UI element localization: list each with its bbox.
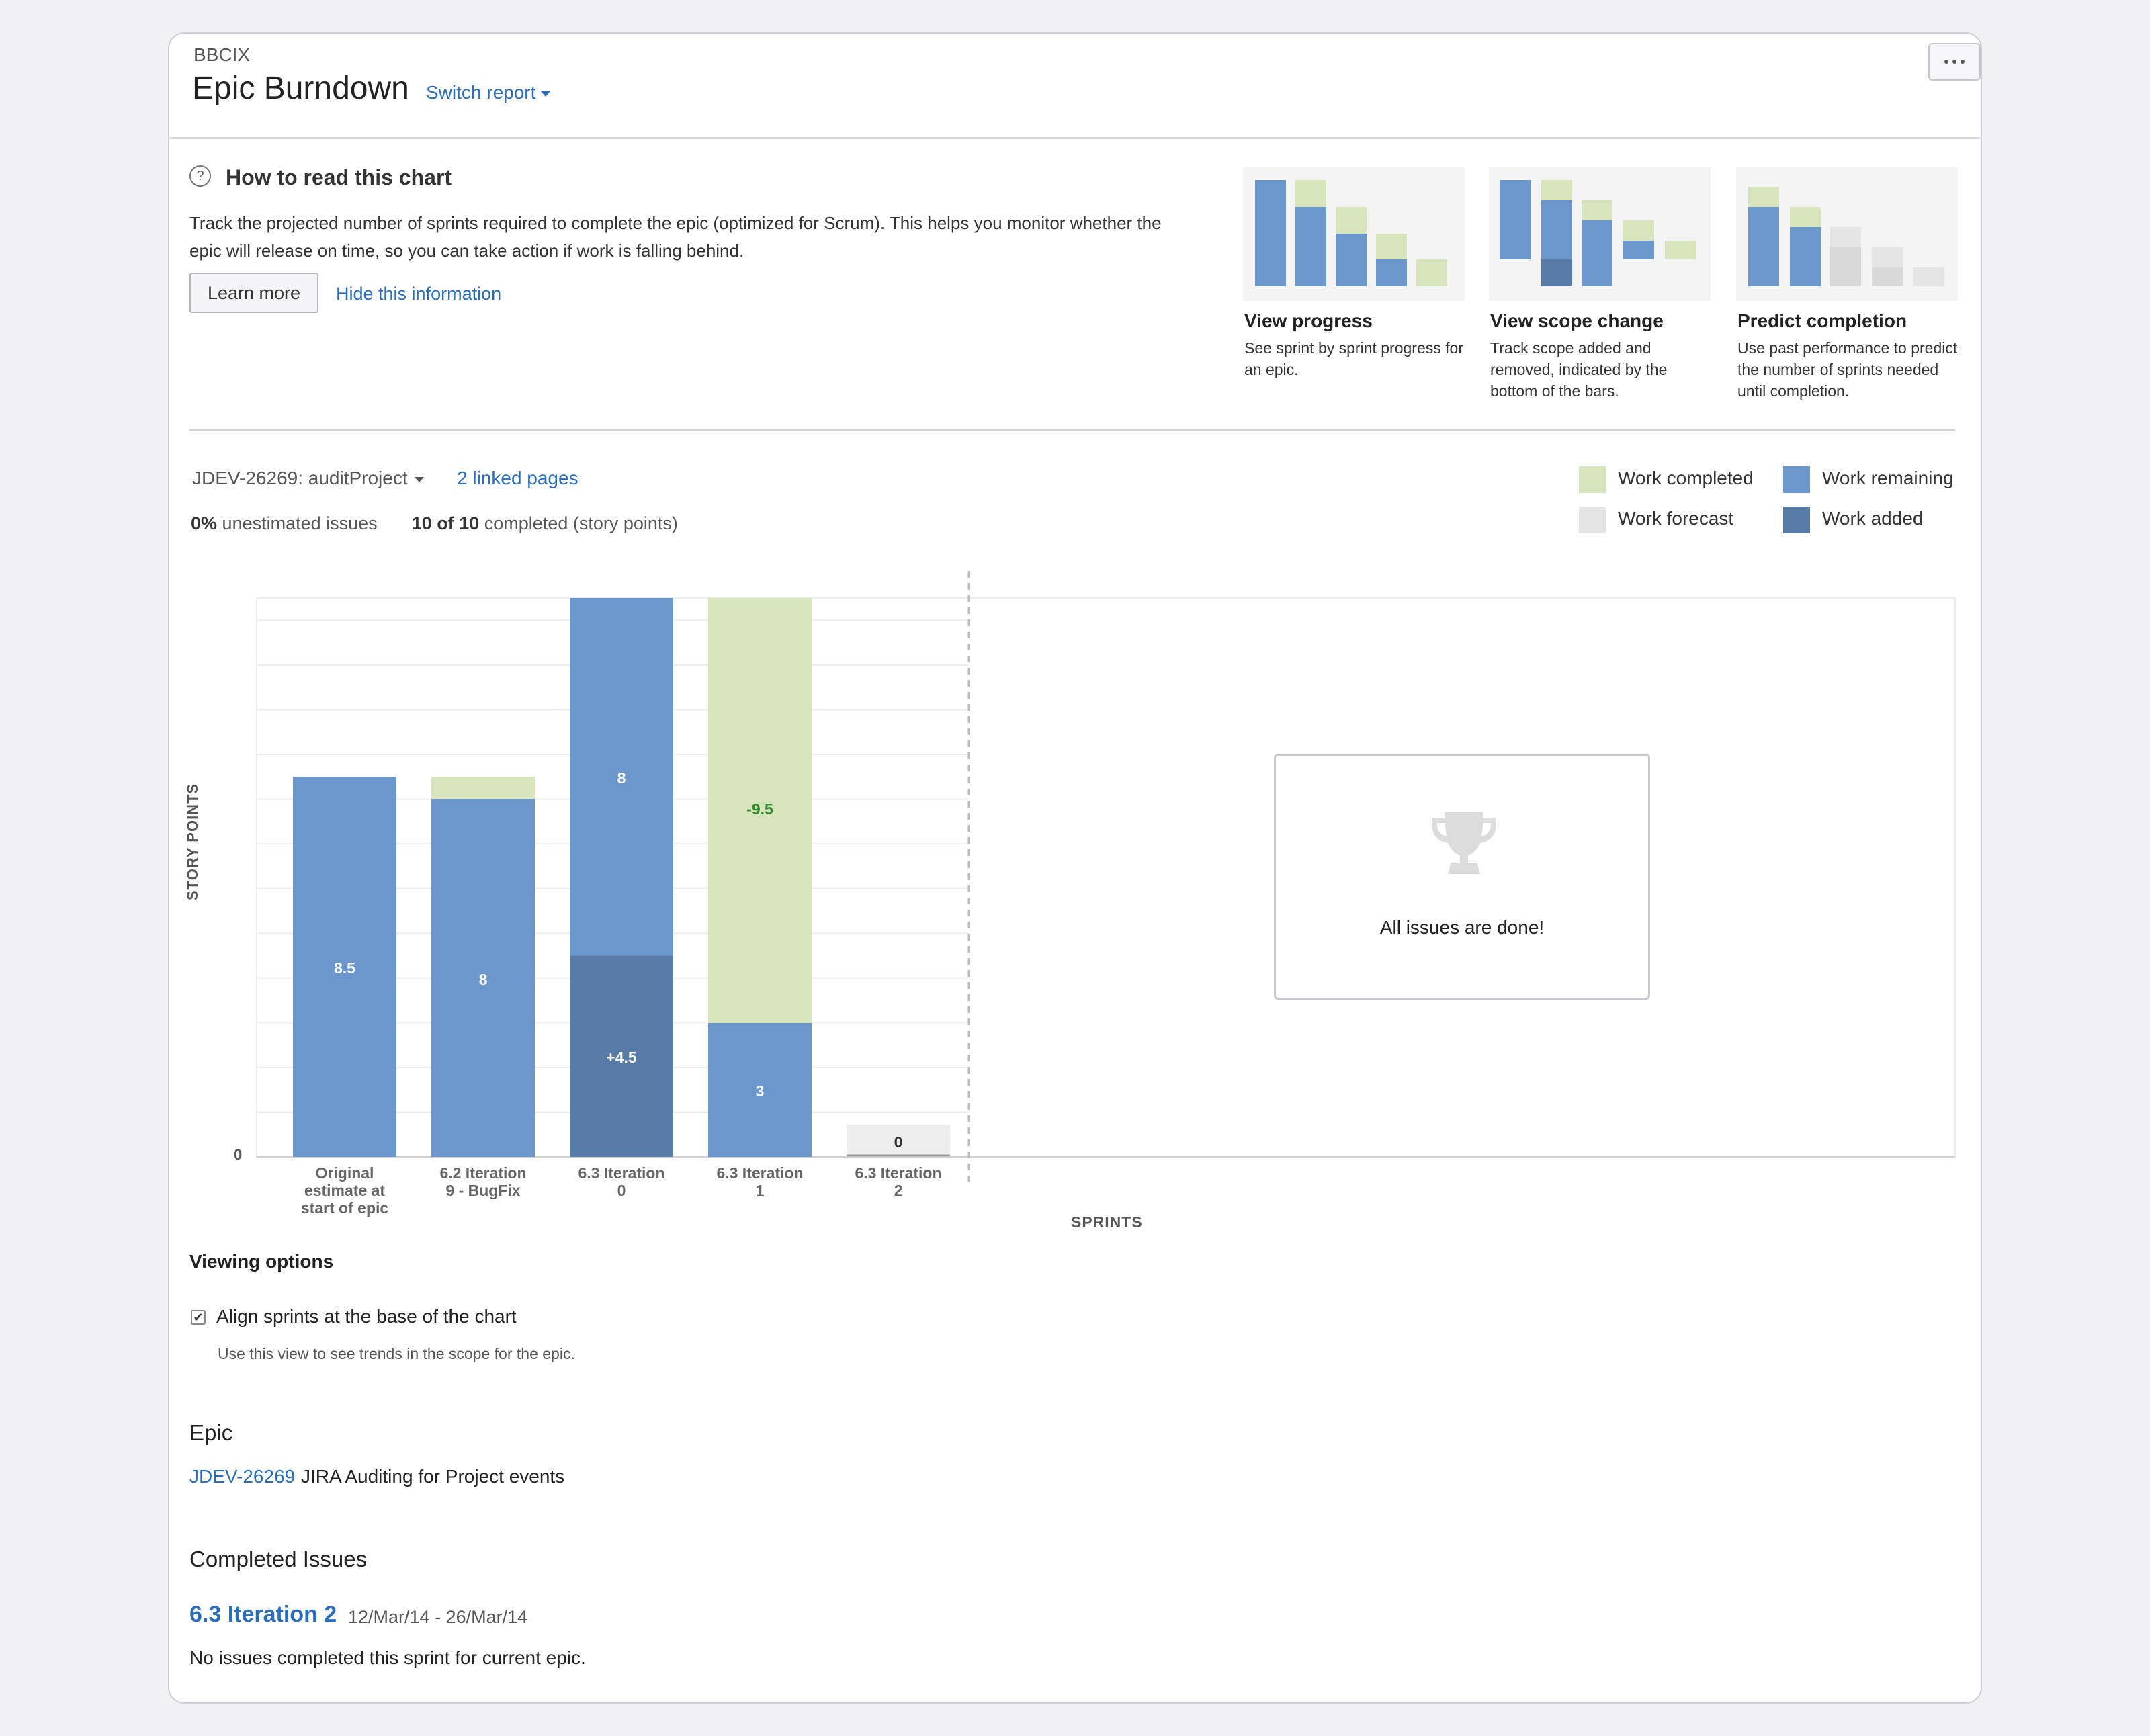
switch-report-dropdown[interactable]: Switch report [426,82,551,103]
bar-work-remaining [708,1023,812,1157]
epic-selector-value: JDEV-26269: auditProject [192,468,408,488]
help-description: Track the projected number of sprints re… [189,213,1162,261]
completed-value: 10 of 10 [411,513,480,533]
x-tick-label: 9 - BugFix [445,1182,520,1199]
report-card: BBCIX Epic Burndown Switch report ? How … [168,32,1982,1704]
legend-swatch-work-completed [1579,466,1606,493]
all-done-message: All issues are done! [1379,917,1545,938]
epic-heading: Epic [189,1420,233,1445]
bar-label: 8 [617,769,626,787]
predict-completion-description: Use past performance to predict the numb… [1737,339,1958,400]
x-tick-label: Original [316,1164,374,1182]
help-title: How to read this chart [226,165,452,189]
bar-label: 0 [894,1133,903,1151]
legend-swatch-work-remaining [1783,466,1810,493]
hide-information-link[interactable]: Hide this information [336,284,502,304]
x-axis-label: SPRINTS [1071,1213,1143,1231]
view-scope-change-thumbnail [1489,167,1711,301]
learn-more-button[interactable]: Learn more [189,273,318,313]
epic-stats: 0% unestimated issues 10 of 10 completed… [191,513,678,534]
view-scope-change-description: Track scope added and removed, indicated… [1490,339,1668,400]
predict-completion-thumbnail [1736,167,1958,301]
bar-work-completed [708,598,812,1023]
completed-label: completed (story points) [484,513,678,533]
ellipsis-icon [1944,60,1948,64]
sprint-dates: 12/Mar/14 - 26/Mar/14 [348,1607,528,1627]
bar-work-remaining [293,777,396,1157]
legend-label-work-completed: Work completed [1618,468,1754,488]
trophy-icon [1432,812,1496,874]
plot-area [256,597,1956,1158]
bar-work-completed [431,777,535,799]
x-tick-label: start of epic [301,1199,389,1217]
project-key: BBCIX [194,44,251,65]
align-sprints-help: Use this view to see trends in the scope… [218,1345,575,1362]
x-tick-label: 1 [756,1182,765,1199]
more-actions-button[interactable] [1928,43,1981,81]
section-divider [189,429,1955,431]
x-tick-label: 0 [617,1182,626,1199]
bar-work-added [570,955,673,1157]
align-sprints-checkbox[interactable]: ✔ [191,1310,206,1325]
view-progress-illustration [1255,180,1447,286]
header-divider [169,137,1981,139]
y-axis-tick-label: 0 [234,1146,243,1163]
view-progress-description: See sprint by sprint progress for an epi… [1244,339,1463,378]
unestimated-label: unestimated issues [222,513,378,533]
no-issues-message: No issues completed this sprint for curr… [189,1647,586,1668]
view-progress-thumbnail [1243,167,1465,301]
bar-label: +4.5 [606,1049,637,1066]
viewing-options-title: Viewing options [189,1251,334,1272]
page-title: Epic Burndown [192,71,409,106]
x-tick-label: 2 [894,1182,903,1199]
bar-work-forecast [847,1125,950,1157]
predict-completion-illustration [1748,187,1944,286]
epic-key-link[interactable]: JDEV-26269 [189,1466,296,1487]
legend-label-work-remaining: Work remaining [1822,468,1954,488]
bar-label: 8 [479,971,488,988]
chevron-down-icon [541,91,551,97]
x-tick-label: 6.2 Iteration [439,1164,526,1182]
align-sprints-label[interactable]: Align sprints at the base of the chart [216,1306,517,1327]
bar-work-remaining [570,598,673,956]
all-done-panel: All issues are done! [1274,754,1650,1000]
question-icon: ? [189,165,211,187]
legend-label-work-added: Work added [1822,508,1924,529]
switch-report-label: Switch report [426,82,536,103]
predict-completion-title: Predict completion [1737,310,1907,331]
linked-pages-link[interactable]: 2 linked pages [457,468,578,488]
legend-swatch-work-forecast [1579,507,1606,533]
x-tick-label: estimate at [304,1182,386,1199]
epic-name: JIRA Auditing for Project events [301,1466,565,1487]
view-progress-title: View progress [1244,310,1373,331]
completed-issues-heading: Completed Issues [189,1547,368,1571]
x-tick-label: 6.3 Iteration [578,1164,664,1182]
sprint-link[interactable]: 6.3 Iteration 2 [189,1602,337,1627]
unestimated-value: 0% [191,513,218,533]
x-tick-label: 6.3 Iteration [716,1164,803,1182]
legend-label-work-forecast: Work forecast [1618,508,1734,529]
legend-swatch-work-added [1783,507,1810,533]
bar-label: 8.5 [334,959,355,977]
x-tick-label: 6.3 Iteration [855,1164,941,1182]
view-scope-change-title: View scope change [1490,310,1664,331]
chevron-down-icon [414,476,424,482]
bar-work-remaining [431,799,535,1157]
epic-selector[interactable]: JDEV-26269: auditProject [192,468,424,489]
view-scope-change-illustration [1500,180,1696,286]
bar-label: -9.5 [746,800,773,818]
bar-label: 3 [756,1082,765,1100]
